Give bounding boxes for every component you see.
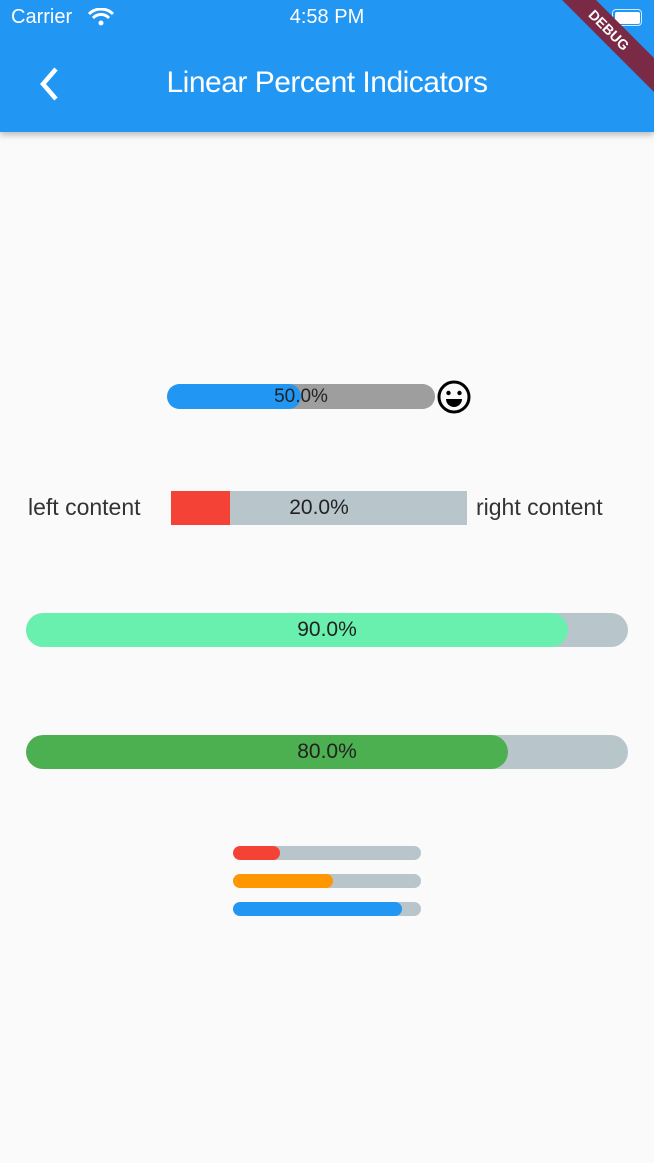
percent-label: 90.0%	[297, 618, 357, 641]
small-indicator-1	[233, 846, 421, 860]
percent-indicator-4: 80.0%	[26, 735, 628, 769]
percent-label: 50.0%	[274, 385, 328, 407]
time-label: 4:58 PM	[289, 6, 365, 28]
percent-indicator-3: 90.0%	[26, 613, 628, 647]
progress-fill	[233, 846, 280, 860]
percent-indicator-2: 20.0%	[171, 491, 467, 525]
percent-label: 80.0%	[297, 740, 357, 763]
page-title: Linear Percent Indicators	[166, 66, 488, 99]
smiley-face-icon	[437, 380, 471, 414]
back-button[interactable]	[36, 66, 66, 102]
wifi-icon	[88, 8, 114, 26]
percent-indicator-1: 50.0%	[167, 384, 435, 409]
carrier-label: Carrier	[11, 6, 73, 28]
progress-fill	[233, 902, 403, 916]
progress-fill	[171, 491, 231, 525]
percent-label: 20.0%	[289, 496, 349, 519]
progress-fill	[26, 735, 508, 769]
app-bar: Carrier 4:58 PM DEBUG Linear Percent Ind…	[0, 0, 654, 132]
small-indicator-3	[233, 902, 421, 916]
progress-fill	[233, 874, 333, 888]
small-indicator-2	[233, 874, 421, 888]
right-content-label: right content	[476, 494, 603, 520]
progress-fill	[167, 384, 301, 409]
progress-fill	[26, 613, 568, 647]
left-content-label: left content	[28, 494, 141, 520]
